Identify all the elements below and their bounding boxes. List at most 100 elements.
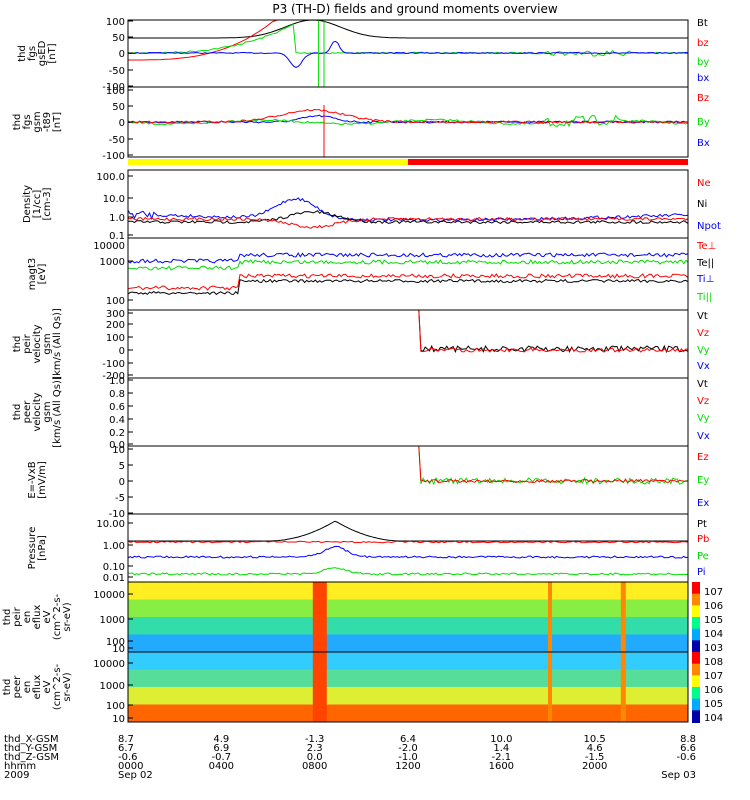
y-axis-label-line: Density [22, 185, 33, 223]
series-ni [128, 210, 688, 225]
legend-ex: Ex [697, 498, 709, 509]
x-axis-row-label: thd_Z-GSM [4, 752, 59, 763]
y-axis-label-line: gsm [42, 401, 53, 422]
y-axis-label-line: [km/s (All Qs)] [52, 308, 63, 380]
colorbar-segment [692, 593, 700, 607]
colorbar-label: 104 [704, 629, 723, 640]
y-tick-label: 100 [106, 17, 125, 28]
x-axis-value: 1600 [489, 761, 514, 772]
y-tick-label: 1000 [100, 615, 125, 626]
x-axis-value: -1.3 [305, 734, 325, 745]
y-axis-label: thdfgsgsm-t89[nT] [12, 111, 63, 132]
y-axis-label-line: peir [22, 333, 33, 353]
y-tick-label: 0 [119, 477, 125, 488]
panel-4-plot [128, 252, 688, 296]
x-axis-value: 10.0 [490, 734, 512, 745]
y-axis-label-line: velocity [32, 392, 43, 431]
x-axis-row-label: thd_Y-GSM [4, 743, 57, 754]
x-axis-value: -1.5 [585, 752, 605, 763]
y-tick-label: 100 [106, 701, 125, 712]
colorbar-label: 105 [704, 699, 723, 710]
spectrogram-streak [548, 582, 552, 652]
legend-vt: Vt [697, 311, 708, 322]
y-tick-label: 0.0 [109, 440, 125, 451]
x-axis-value: 1200 [395, 761, 420, 772]
y-axis-label-line: [nT] [52, 112, 63, 132]
colorbar-segment [692, 710, 700, 723]
y-axis-label-line: thd [12, 336, 23, 353]
panel-5-plot [128, 310, 688, 354]
y-tick-label: 10 [112, 714, 125, 725]
y-axis-label-line: [eV] [37, 264, 48, 285]
y-tick-label: 50 [112, 33, 125, 44]
y-axis-label-line: [mV/m] [37, 461, 48, 499]
y-axis-label-line: thd [12, 114, 23, 131]
x-axis-value: 1.4 [493, 743, 509, 754]
x-axis-value: -2.0 [398, 743, 418, 754]
y-axis-label-line: eV [42, 680, 53, 693]
spectrogram-band [128, 704, 688, 722]
legend-vz: Vz [697, 396, 709, 407]
y-axis-label-line: thd [12, 404, 23, 421]
series-ey [128, 446, 688, 486]
y-axis-label: thdpeirvelocitygsm[km/s (All Qs)] [12, 308, 63, 380]
y-tick-label: -200 [102, 371, 125, 382]
y-tick-label: 10000 [93, 241, 125, 252]
y-tick-label: 100 [106, 296, 125, 307]
y-axis-label-line: Pressure [27, 527, 38, 570]
y-axis-label: Density[1/cc][cm-3] [22, 185, 53, 223]
x-axis-value: 6.6 [680, 743, 696, 754]
series-ne [128, 216, 688, 229]
colorbar-label: 106 [704, 685, 723, 696]
series-pt [128, 520, 688, 542]
series-bz2 [128, 108, 688, 124]
legend-pi: Pi [697, 567, 706, 578]
colorbar: 107 106 105 104 103 [692, 582, 723, 654]
series-bz [128, 20, 688, 61]
y-tick-label: -100 [102, 359, 125, 370]
y-axis-label-line: [cm-3] [42, 187, 53, 220]
y-axis-label-line: [km/s (All Qs)] [52, 376, 63, 448]
y-axis-label-line: peer [22, 400, 33, 424]
legend-bx: Bx [697, 138, 710, 149]
panel-frame [127, 237, 689, 311]
spectrogram-band [128, 687, 688, 706]
y-axis-label-line: fgs [27, 46, 38, 61]
panel-3-plot [128, 197, 688, 229]
y-axis-label-line: velocity [32, 324, 43, 363]
y-tick-label: 100 [106, 637, 125, 648]
y-tick-label: 0.6 [109, 402, 125, 413]
colorbar-label: 103 [704, 643, 723, 654]
spectrogram-streak [620, 652, 626, 722]
legend-vy: Vy [697, 413, 710, 424]
legend-by: by [697, 57, 709, 68]
y-axis-label-line: gsm [42, 333, 53, 354]
y-axis-label-line: en [22, 611, 33, 624]
y-tick-label: 10000 [93, 659, 125, 670]
x-axis-value: 0800 [302, 761, 327, 772]
colorbar-segment [692, 687, 700, 700]
series-pi [128, 545, 688, 559]
y-axis-label-line: fgs [22, 114, 33, 129]
legend-bx: bx [697, 73, 709, 84]
colorbar-segment [692, 675, 700, 688]
spectrogram-band [128, 582, 688, 601]
legend-npot: Npot [697, 221, 721, 232]
y-axis-label-line: [nPa] [37, 535, 48, 561]
colorbar-label: 107 [704, 587, 723, 598]
panel-frame [127, 169, 689, 239]
x-axis-row-label: hhmm [4, 761, 36, 772]
y-axis-label-line: peir [12, 606, 23, 626]
spectrogram-band [128, 599, 688, 618]
colorbar-segment [692, 663, 700, 677]
spectrogram-hot-band [312, 652, 327, 722]
colorbar-label: 106 [704, 601, 723, 612]
legend-te: Te⊥ [696, 241, 716, 252]
y-axis-label-line: peer [12, 675, 23, 699]
y-axis-label-line: (cm^2-s- [52, 593, 63, 640]
x-axis-value: 6.9 [213, 743, 229, 754]
y-tick-label: 1000 [100, 681, 125, 692]
panel-6: 1.0 0.8 0.6 0.4 0.20.0 thdpeervelocitygsm[km/… [12, 376, 710, 451]
